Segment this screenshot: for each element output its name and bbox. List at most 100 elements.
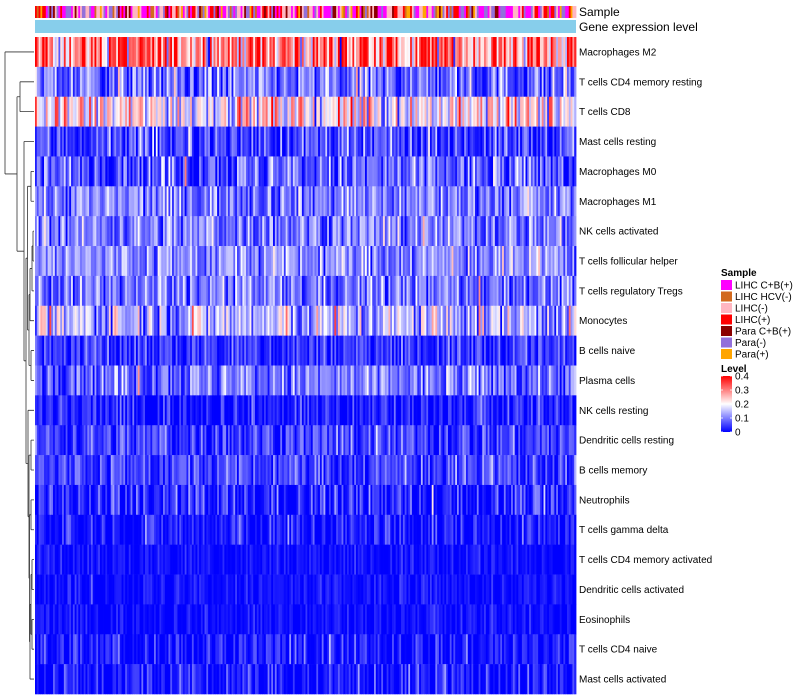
heatmap-cell [96, 365, 99, 396]
heatmap-cell [449, 126, 452, 157]
heatmap-cell [545, 425, 548, 456]
heatmap-cell [67, 66, 70, 98]
heatmap-cell [547, 365, 550, 396]
heatmap-cell [507, 305, 510, 336]
heatmap-cell [161, 37, 164, 68]
heatmap-cell [442, 335, 445, 366]
heatmap-cell [496, 365, 499, 396]
heatmap-cell [408, 305, 411, 336]
heatmap-cell [328, 96, 332, 127]
heatmap-cell [265, 186, 269, 217]
heatmap-cell [539, 37, 543, 68]
heatmap-cell [45, 186, 49, 217]
heatmap-cell [447, 246, 451, 277]
heatmap-cell [69, 186, 72, 217]
heatmap-cell [354, 96, 357, 127]
heatmap-cell [300, 365, 303, 396]
heatmap-cell [154, 96, 157, 127]
heatmap-cell [507, 365, 510, 396]
heatmap-cell [365, 365, 368, 396]
heatmap-cell [135, 425, 139, 456]
heatmap-cell [121, 455, 124, 486]
heatmap-cell [87, 335, 90, 366]
sample-annotation-cell [81, 6, 85, 18]
heatmap-cell [502, 156, 505, 187]
heatmap-cell [244, 305, 247, 336]
heatmap-cell [172, 66, 175, 98]
heatmap-cell [289, 484, 292, 516]
heatmap-cell [253, 425, 256, 456]
heatmap-cell [145, 425, 148, 456]
heatmap-cell [478, 425, 481, 456]
heatmap-cell [489, 455, 492, 486]
sample-annotation-cell [411, 6, 415, 18]
heatmap-cell [226, 425, 229, 456]
heatmap-cell [375, 126, 379, 157]
heatmap-cell [493, 96, 496, 127]
heatmap-cell [451, 66, 454, 98]
heatmap-cell [516, 66, 519, 98]
heatmap-cell [426, 216, 429, 247]
heatmap-cell [348, 425, 351, 456]
heatmap-cell [227, 395, 231, 426]
heatmap-cell [179, 126, 182, 157]
heatmap-cell [316, 66, 319, 98]
heatmap-cell [58, 305, 61, 336]
heatmap-cell [224, 275, 227, 307]
heatmap-cell [110, 365, 113, 396]
heatmap-cell [319, 305, 323, 336]
heatmap-cell [390, 365, 393, 396]
heatmap-cell [361, 216, 364, 247]
heatmap-cell [505, 66, 508, 98]
sample-annotation-cell [404, 6, 407, 18]
heatmap-cell [572, 455, 575, 486]
heatmap-cell [54, 305, 58, 336]
heatmap-cell [383, 395, 386, 426]
heatmap-cell [179, 484, 182, 516]
heatmap-cell [550, 37, 553, 68]
heatmap-cell [242, 305, 245, 336]
sample-annotation-cell [500, 6, 503, 18]
heatmap-cell [197, 425, 200, 456]
heatmap-cell [410, 66, 413, 98]
heatmap-cell [258, 66, 261, 98]
heatmap-cell [428, 305, 431, 336]
heatmap-cell [164, 126, 168, 157]
heatmap-cell [105, 335, 108, 366]
heatmap-cell [298, 484, 301, 516]
heatmap-cell [200, 275, 204, 307]
heatmap-cell [80, 96, 83, 127]
heatmap-cell [154, 425, 157, 456]
heatmap-cell [511, 455, 514, 486]
heatmap-cell [69, 484, 72, 516]
heatmap-cell [274, 216, 278, 247]
heatmap-cell [536, 275, 539, 307]
heatmap-cell [49, 66, 52, 98]
heatmap-cell [343, 395, 346, 426]
heatmap-cell [419, 365, 422, 396]
sample-annotation-cell [424, 6, 427, 18]
heatmap-cell [213, 37, 216, 68]
heatmap-cell [226, 156, 229, 187]
heatmap-cell [233, 37, 236, 68]
heatmap-cell [204, 126, 207, 157]
heatmap-cell [520, 37, 523, 68]
heatmap-cell [298, 395, 301, 426]
heatmap-cell [247, 395, 250, 426]
heatmap-cell [251, 455, 254, 486]
heatmap-cell [170, 365, 173, 396]
heatmap-cell [411, 425, 415, 456]
heatmap-cell [392, 455, 395, 486]
heatmap-cell [251, 186, 254, 217]
heatmap-cell [417, 425, 420, 456]
sample-annotation-cell [119, 6, 122, 18]
heatmap-cell [45, 365, 49, 396]
heatmap-cell [244, 335, 247, 366]
heatmap-cell [291, 216, 294, 247]
heatmap-cell [78, 425, 81, 456]
heatmap-cell [166, 37, 169, 68]
heatmap-cell [150, 365, 153, 396]
heatmap-cell [145, 484, 148, 516]
heatmap-cell [271, 37, 274, 68]
heatmap-cell [559, 455, 562, 486]
